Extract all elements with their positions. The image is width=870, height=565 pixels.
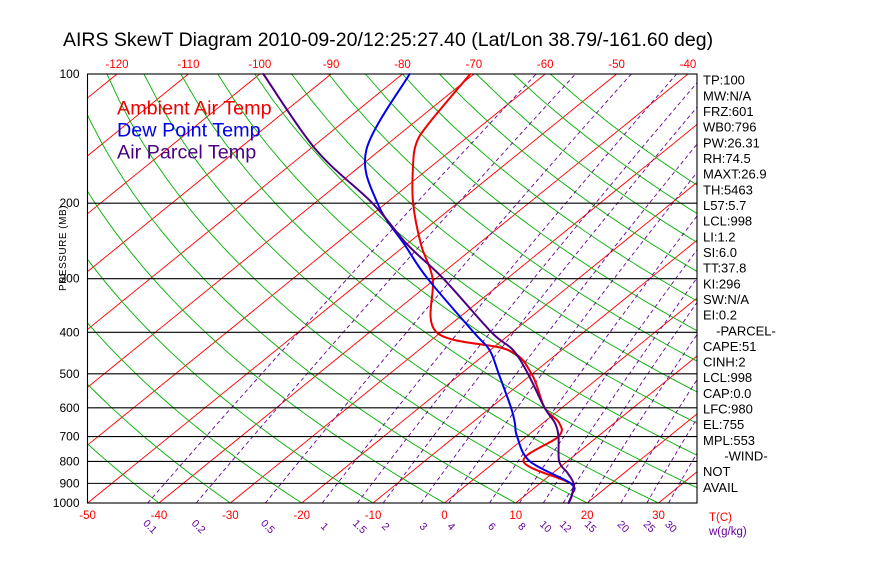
svg-text:Ambient Air Temp: Ambient Air Temp [117,98,272,120]
svg-text:400: 400 [59,325,79,339]
svg-text:-20: -20 [293,510,310,522]
svg-text:-120: -120 [106,59,129,71]
svg-text:KI:296: KI:296 [703,276,741,291]
svg-text:CINH:2: CINH:2 [703,355,746,370]
svg-text:-70: -70 [466,59,483,71]
svg-text:-90: -90 [323,59,340,71]
svg-text:TH:5463: TH:5463 [703,182,753,197]
svg-text:MAXT:26.9: MAXT:26.9 [703,167,767,182]
svg-text:-60: -60 [537,59,554,71]
svg-text:900: 900 [59,476,79,490]
svg-text:-110: -110 [177,59,199,71]
svg-text:EL:755: EL:755 [703,417,744,432]
svg-text:PW:26.31: PW:26.31 [703,135,760,150]
svg-text:10: 10 [509,510,522,522]
svg-text:T(C): T(C) [709,512,732,524]
svg-text:w(g/kg): w(g/kg) [708,526,747,538]
svg-text:-30: -30 [222,510,239,522]
svg-text:100: 100 [59,67,79,81]
svg-text:Dew Point Temp: Dew Point Temp [117,120,261,142]
svg-text:700: 700 [59,430,79,444]
svg-text:LCL:998: LCL:998 [703,370,752,385]
svg-text:-40: -40 [151,510,168,522]
svg-text:-80: -80 [394,59,411,71]
svg-text:AIRS SkewT Diagram 2010-09-20/: AIRS SkewT Diagram 2010-09-20/12:25:27.4… [63,29,713,51]
svg-text:-50: -50 [79,510,96,522]
svg-text:-PARCEL-: -PARCEL- [716,323,776,338]
svg-text:500: 500 [59,367,79,381]
svg-text:0: 0 [441,510,447,522]
svg-text:FRZ:601: FRZ:601 [703,104,754,119]
svg-text:600: 600 [59,401,79,415]
svg-text:TT:37.8: TT:37.8 [703,261,746,276]
svg-text:NOT: NOT [703,464,731,479]
svg-text:PRESSURE (MB): PRESSURE (MB) [58,205,69,291]
svg-text:CAPE:51: CAPE:51 [703,339,756,354]
svg-text:LCL:998: LCL:998 [703,214,752,229]
svg-text:-50: -50 [608,59,625,71]
svg-text:TP:100: TP:100 [703,73,745,88]
svg-text:-100: -100 [248,59,271,71]
svg-text:LI:1.2: LI:1.2 [703,229,736,244]
svg-text:-10: -10 [365,510,382,522]
svg-text:AVAIL: AVAIL [703,480,738,495]
svg-text:SI:6.0: SI:6.0 [703,245,737,260]
svg-text:MPL:553: MPL:553 [703,433,755,448]
svg-text:-WIND-: -WIND- [724,449,767,464]
svg-text:EI:0.2: EI:0.2 [703,308,737,323]
svg-text:30: 30 [652,510,665,522]
svg-text:L57:5.7: L57:5.7 [703,198,746,213]
svg-text:WB0:796: WB0:796 [703,120,756,135]
svg-text:RH:74.5: RH:74.5 [703,151,751,166]
svg-text:SW:N/A: SW:N/A [703,292,749,307]
svg-text:MW:N/A: MW:N/A [703,88,751,103]
svg-text:Air Parcel Temp: Air Parcel Temp [117,142,256,164]
svg-text:CAP:0.0: CAP:0.0 [703,386,751,401]
svg-text:800: 800 [59,454,79,468]
svg-text:-40: -40 [680,59,697,71]
svg-text:1000: 1000 [53,496,80,510]
svg-text:LFC:980: LFC:980 [703,402,753,417]
